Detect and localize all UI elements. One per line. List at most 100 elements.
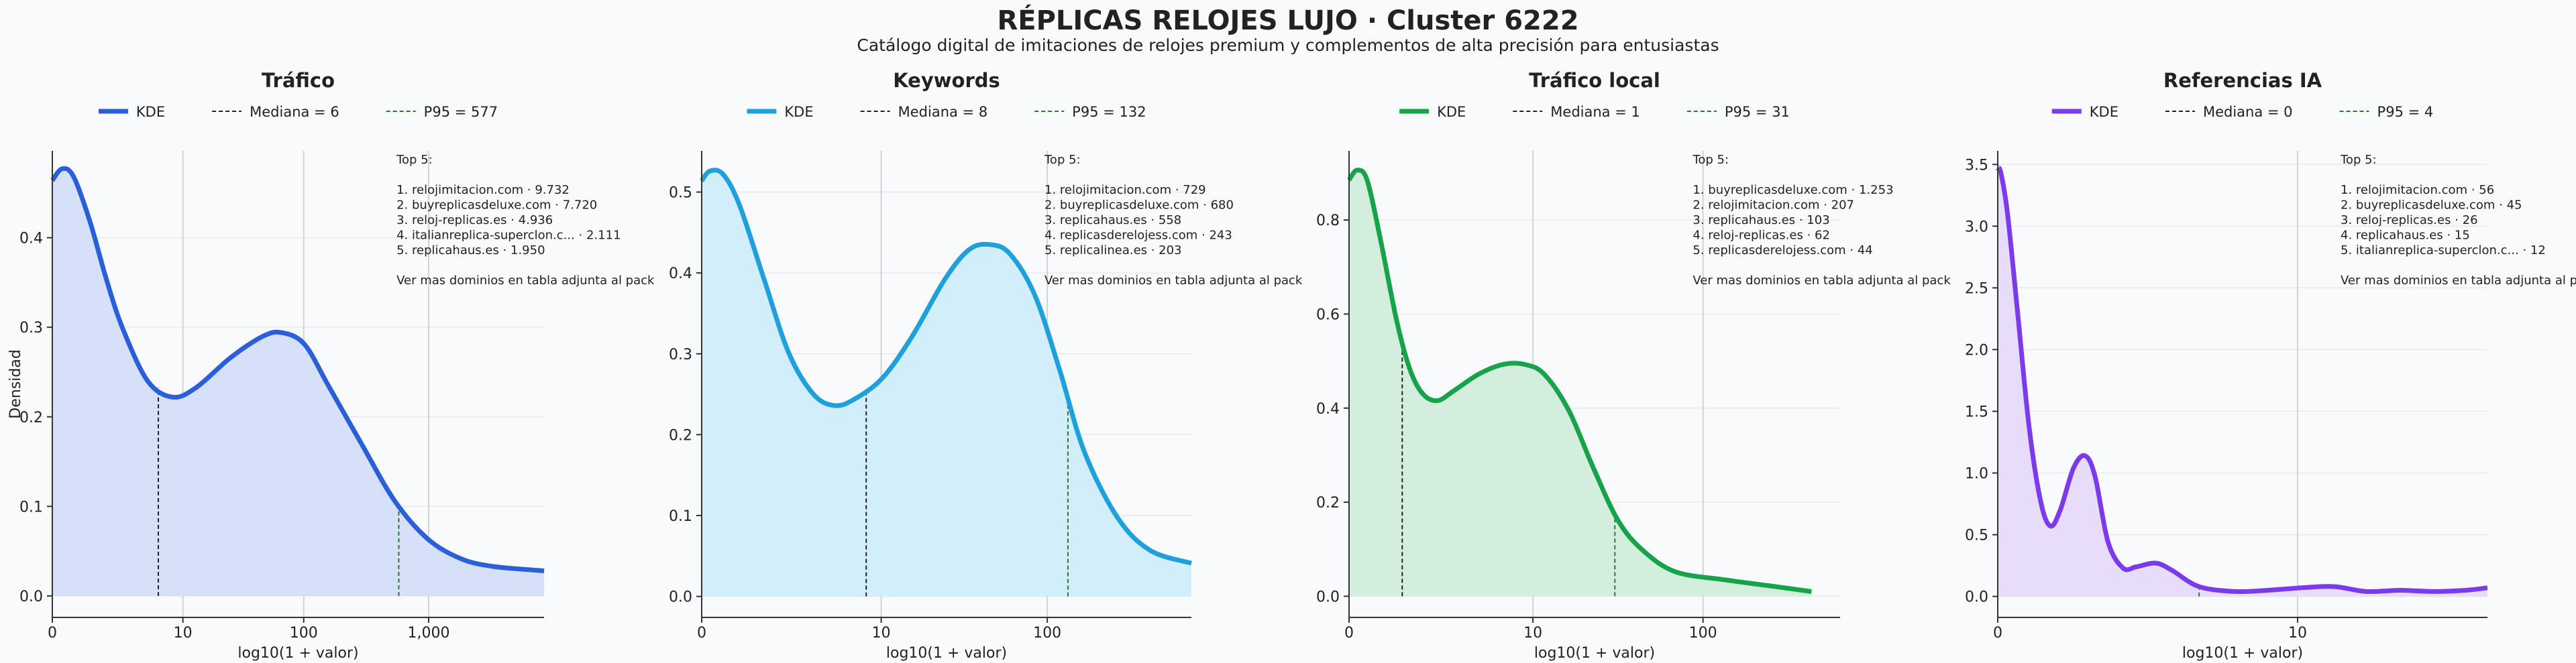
x-axis-label: log10(1 + valor) (237, 645, 358, 662)
kde-line (50, 166, 545, 574)
panel-title: Keywords (893, 69, 1000, 92)
annotation-line: 5. italianreplica-superclon.c... · 12 (2341, 243, 2546, 257)
y-tick-label: 0.3 (19, 320, 43, 337)
y-tick-label: 3.0 (1965, 219, 1988, 235)
y-tick-label: 0.1 (19, 499, 43, 516)
y-tick-label: 0.1 (669, 508, 692, 525)
legend: KDE Mediana = 8 P95 = 132 (747, 104, 1146, 120)
kde-area (1349, 170, 1812, 597)
legend-label: P95 = 577 (424, 104, 498, 120)
annotation-line: 5. replicahaus.es · 1.950 (396, 243, 545, 257)
y-tick-label: 0.5 (669, 185, 692, 202)
annotation-line: 5. replicasderelojess.com · 44 (1693, 243, 1872, 257)
annotation-line: 1. relojimitacion.com · 729 (1044, 183, 1206, 197)
x-axis-label: log10(1 + valor) (1534, 645, 1655, 662)
x-tick-label: 100 (1033, 625, 1061, 642)
annotation-line: 4. italianreplica-superclon.c... · 2.111 (396, 229, 621, 243)
panel-title: Tráfico local (1529, 69, 1660, 92)
page-subtitle: Catálogo digital de imitaciones de reloj… (857, 36, 1719, 55)
legend-label: P95 = 4 (2377, 104, 2434, 120)
annotation-line: Top 5: (2340, 153, 2377, 167)
y-tick-label: 0.2 (19, 410, 43, 426)
page-title: RÉPLICAS RELOJES LUJO · Cluster 6222 (997, 4, 1578, 36)
annotation-line: 4. reloj-replicas.es · 62 (1693, 229, 1830, 243)
annotation-line: 3. reloj-replicas.es · 4.936 (396, 213, 553, 227)
y-tick-label: 1.5 (1965, 404, 1988, 421)
y-tick-label: 0.2 (1316, 495, 1340, 511)
y-tick-label: 0.0 (1316, 589, 1340, 605)
annotation-line: 3. replicahaus.es · 103 (1693, 213, 1829, 227)
annotation-line: 2. buyreplicasdeluxe.com · 45 (2341, 198, 2522, 213)
annotation-line: 2. relojimitacion.com · 207 (1693, 198, 1854, 213)
x-tick-label: 10 (872, 625, 891, 642)
annotation-line: 1. buyreplicasdeluxe.com · 1.253 (1693, 183, 1893, 197)
y-tick-label: 0.0 (1965, 589, 1988, 606)
annotation-line: Ver mas dominios en tabla adjunta al pac… (2341, 274, 2576, 288)
y-tick-label: 0.3 (669, 347, 692, 363)
annotation-line: 4. replicahaus.es · 15 (2341, 229, 2470, 243)
legend: KDE Mediana = 1 P95 = 31 (1399, 104, 1790, 120)
panel-title: Tráfico (262, 69, 335, 92)
legend-label: KDE (2090, 104, 2118, 120)
annotation-line: 3. reloj-replicas.es · 26 (2341, 213, 2478, 227)
x-tick-label: 0 (1344, 625, 1354, 642)
y-tick-label: 0.0 (669, 589, 692, 606)
panel-title: Referencias IA (2163, 69, 2322, 92)
kde-area (52, 168, 544, 596)
panel: Referencias IA 0.0 0.5 1.0 1.5 2.0 2.5 3.0 3.5 0 1… (1965, 69, 2576, 662)
legend-label: P95 = 31 (1725, 104, 1790, 120)
kde-area (702, 170, 1191, 597)
x-axis-label: log10(1 + valor) (886, 645, 1007, 662)
panel: Tráfico 0.0 0.1 0.2 0.3 0.4 0 10 100 1,000 log10(1… (7, 69, 655, 662)
y-tick-label: 0.4 (1316, 401, 1340, 418)
legend-label: Mediana = 1 (1550, 104, 1640, 120)
x-tick-label: 10 (174, 625, 193, 642)
y-tick-label: 0.2 (669, 427, 692, 444)
x-tick-label: 100 (1689, 625, 1717, 642)
kde-area (1998, 168, 2487, 597)
annotation-line: Ver mas dominios en tabla adjunta al pac… (396, 274, 655, 288)
annotation-line: Top 5: (396, 153, 433, 167)
x-tick-label: 100 (290, 625, 318, 642)
x-tick-label: 1,000 (407, 625, 449, 642)
kde-line (700, 168, 1193, 566)
y-tick-label: 0.0 (19, 589, 43, 605)
y-tick-label: 0.4 (19, 231, 43, 247)
annotation-line: 5. replicalinea.es · 203 (1044, 243, 1182, 257)
y-tick-label: 0.5 (1965, 528, 1988, 544)
y-tick-label: 0.8 (1316, 213, 1340, 229)
y-tick-label: 2.0 (1965, 342, 1988, 359)
x-tick-label: 0 (697, 625, 706, 642)
x-tick-label: 10 (1523, 625, 1542, 642)
legend-label: KDE (1437, 104, 1466, 120)
y-tick-label: 0.6 (1316, 306, 1340, 323)
annotation-line: 1. relojimitacion.com · 56 (2341, 183, 2494, 197)
y-tick-label: 3.5 (1965, 157, 1988, 174)
y-tick-label: 1.0 (1965, 466, 1988, 483)
legend: KDE Mediana = 0 P95 = 4 (2051, 104, 2434, 120)
legend-label: KDE (136, 104, 165, 120)
kde-line (1995, 166, 2488, 595)
annotation-line: Top 5: (1692, 153, 1729, 167)
y-tick-label: 2.5 (1965, 280, 1988, 297)
legend-label: Mediana = 6 (250, 104, 339, 120)
x-tick-label: 10 (2288, 625, 2307, 642)
annotation-line: Ver mas dominios en tabla adjunta al pac… (1693, 274, 1951, 288)
legend: KDE Mediana = 6 P95 = 577 (98, 104, 498, 120)
annotation-line: Ver mas dominios en tabla adjunta al pac… (1044, 274, 1303, 288)
panel: Keywords 0.0 0.1 0.2 0.3 0.4 0.5 0 10 100 log10(1 … (669, 69, 1303, 662)
legend-label: KDE (784, 104, 813, 120)
x-tick-label: 0 (1993, 625, 2002, 642)
panel: Tráfico local 0.0 0.2 0.4 0.6 0.8 0 10 100 log10(… (1316, 69, 1951, 662)
legend-label: Mediana = 0 (2203, 104, 2293, 120)
legend-label: P95 = 132 (1072, 104, 1146, 120)
x-axis-label: log10(1 + valor) (2182, 645, 2303, 662)
y-tick-label: 0.4 (669, 265, 692, 282)
legend-label: Mediana = 8 (898, 104, 988, 120)
y-axis-label: Densidad (7, 349, 24, 418)
annotation-line: 2. buyreplicasdeluxe.com · 7.720 (396, 198, 597, 213)
annotation-line: 2. buyreplicasdeluxe.com · 680 (1044, 198, 1234, 213)
x-tick-label: 0 (48, 625, 57, 642)
annotation-line: Top 5: (1044, 153, 1081, 167)
